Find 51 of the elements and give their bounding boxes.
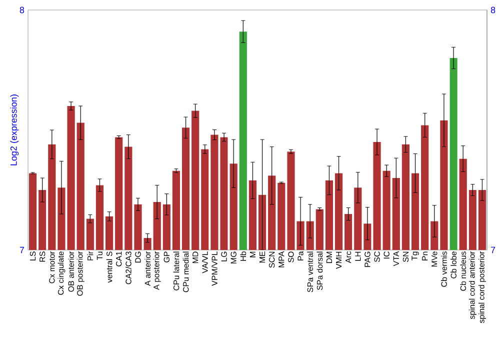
x-tick-label: spinal cord anterior: [468, 251, 476, 319]
x-tick-label: ventral S: [106, 252, 112, 283]
x-tick-label: Cx motor: [49, 251, 55, 284]
y-axis-title: Log2 (expression): [10, 94, 19, 166]
x-tick-label: DM: [326, 252, 332, 263]
x-tick-label: SN: [402, 252, 409, 262]
x-tick-label: LH: [355, 252, 361, 261]
x-tick-label: SPa ventral: [307, 252, 314, 292]
x-tick-label: SO: [288, 252, 294, 262]
x-tick-label: A posterior: [153, 251, 161, 290]
x-tick-label: RS: [40, 252, 46, 262]
x-tick-label: SC: [374, 251, 380, 262]
y2-tick-label: 7: [490, 246, 496, 254]
x-tick-label: Cb vermis: [441, 251, 447, 287]
x-tick-label: VA/VL: [202, 251, 208, 274]
x-tick-label: M: [250, 252, 256, 258]
x-tick-label: CA2/CA3: [125, 252, 132, 284]
x-tick-label: OB posterior: [76, 251, 84, 296]
x-tick-label: Pir: [87, 251, 94, 260]
x-tick-label: Pn: [422, 252, 428, 260]
x-tick-label: VMH: [336, 252, 342, 269]
x-tick-label: MVe: [432, 252, 438, 267]
x-tick-label: SPa dorsal: [316, 252, 323, 290]
x-tick-label: Pa: [298, 251, 304, 260]
x-tick-label: Tg: [412, 252, 419, 260]
x-tick-label: Cb nucleus: [460, 251, 466, 291]
x-tick-label: A anterior: [144, 251, 150, 286]
x-tick-label: MD: [192, 252, 198, 263]
x-tick-label: Arc: [346, 251, 352, 264]
x-tick-label: VTA: [393, 251, 399, 266]
x-tick-label: CPu lateral: [173, 252, 180, 290]
x-tick-label: Cx cingulate: [58, 252, 66, 295]
x-tick-label: spinal cord posterior: [478, 251, 486, 324]
x-tick-label: VPM/VPL: [212, 251, 218, 286]
x-tick-label: CPu medial: [182, 252, 189, 292]
x-tick-label: PAG: [364, 252, 370, 267]
x-tick-label: MG: [230, 252, 236, 264]
x-tick-label: Cb lobe: [450, 252, 456, 278]
y2-tick-label: 8: [490, 6, 496, 14]
x-tick-label: IC: [384, 251, 390, 258]
x-tick-label: OB anterior: [68, 251, 74, 292]
x-tick-label: CA1: [116, 252, 122, 266]
x-tick-label: LG: [221, 252, 227, 262]
x-tick-label: MPA: [278, 251, 284, 268]
x-tick-label: GP: [164, 252, 170, 262]
x-tick-label: DG: [135, 252, 141, 263]
x-tick-label: ME: [260, 252, 266, 263]
x-tick-label: SCN: [269, 252, 275, 268]
x-tick-label: Tu: [96, 252, 103, 260]
x-tick-label: Hb: [240, 252, 246, 261]
x-tick-label: LS: [30, 252, 36, 260]
